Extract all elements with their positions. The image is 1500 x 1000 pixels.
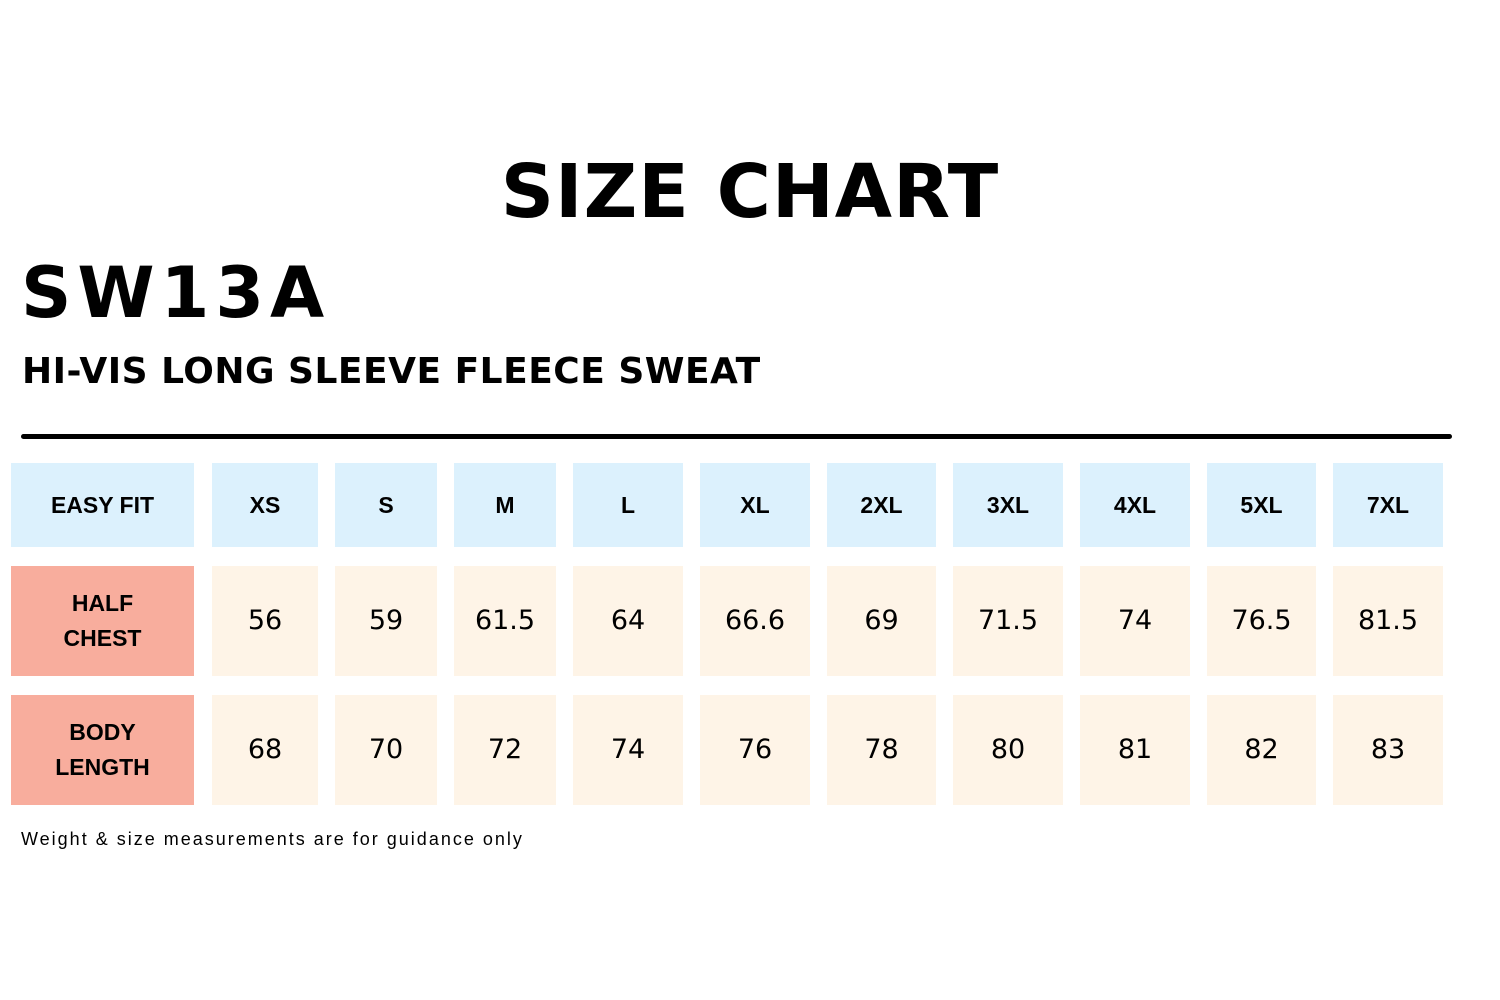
table-corner-label: EASY FIT xyxy=(11,463,194,547)
size-header-cell: XS xyxy=(212,463,318,547)
table-cell: 59 xyxy=(335,566,437,676)
table-cell: 68 xyxy=(212,695,318,805)
table-cell: 71.5 xyxy=(953,566,1063,676)
size-header-cell: 7XL xyxy=(1333,463,1443,547)
size-header-cell: 3XL xyxy=(953,463,1063,547)
table-cell: 72 xyxy=(454,695,556,805)
table-cell: 66.6 xyxy=(700,566,810,676)
product-name: HI-VIS LONG SLEEVE FLEECE SWEAT xyxy=(22,351,761,392)
table-cell: 76 xyxy=(700,695,810,805)
table-cell: 83 xyxy=(1333,695,1443,805)
row-label-body-length: BODY LENGTH xyxy=(11,695,194,805)
table-cell: 81 xyxy=(1080,695,1190,805)
table-cell: 69 xyxy=(827,566,936,676)
table-cell: 81.5 xyxy=(1333,566,1443,676)
footnote: Weight & size measurements are for guida… xyxy=(21,829,524,849)
table-cell: 78 xyxy=(827,695,936,805)
product-code: SW13A xyxy=(21,252,331,334)
size-header-cell: 2XL xyxy=(827,463,936,547)
table-cell: 76.5 xyxy=(1207,566,1316,676)
table-cell: 82 xyxy=(1207,695,1316,805)
table-cell: 56 xyxy=(212,566,318,676)
size-header-cell: M xyxy=(454,463,556,547)
size-header-cell: 4XL xyxy=(1080,463,1190,547)
size-header-cell: XL xyxy=(700,463,810,547)
page-title: SIZE CHART xyxy=(500,149,1000,235)
table-cell: 70 xyxy=(335,695,437,805)
table-cell: 64 xyxy=(573,566,683,676)
table-cell: 74 xyxy=(1080,566,1190,676)
table-cell: 61.5 xyxy=(454,566,556,676)
size-header-cell: L xyxy=(573,463,683,547)
row-label-half-chest: HALF CHEST xyxy=(11,566,194,676)
divider-line xyxy=(21,434,1452,439)
table-cell: 80 xyxy=(953,695,1063,805)
size-header-cell: S xyxy=(335,463,437,547)
table-cell: 74 xyxy=(573,695,683,805)
size-header-cell: 5XL xyxy=(1207,463,1316,547)
